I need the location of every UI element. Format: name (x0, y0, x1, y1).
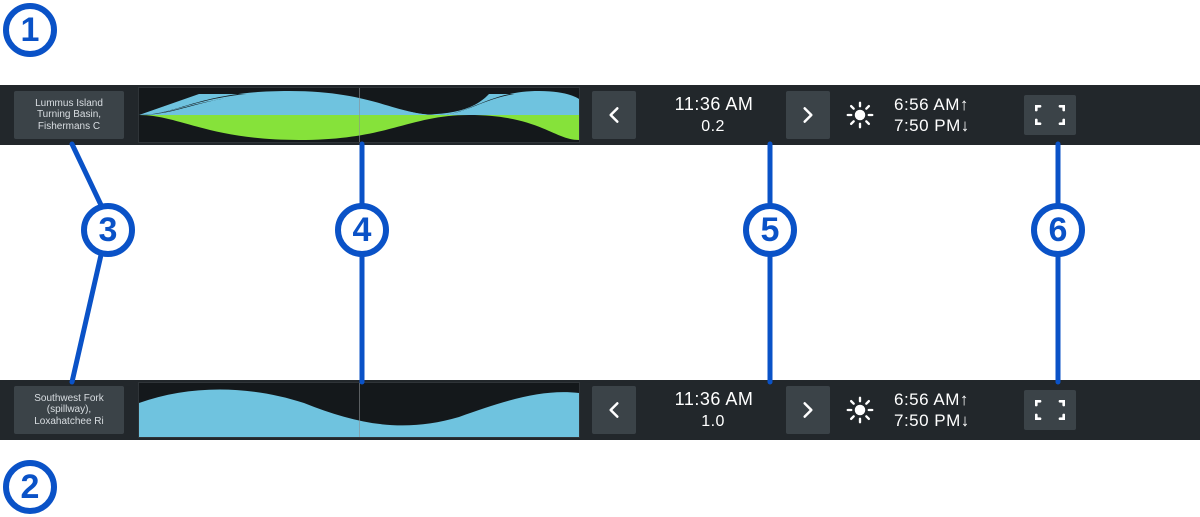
fullscreen-icon (1035, 105, 1065, 125)
callout-label: 6 (1049, 213, 1068, 247)
chart-divider (359, 383, 360, 437)
station-label: Southwest Fork (spillway), Loxahatchee R… (34, 393, 104, 428)
chart-divider (359, 88, 360, 142)
tide-bar-2: Southwest Fork (spillway), Loxahatchee R… (0, 380, 1200, 440)
chevron-right-icon (798, 101, 818, 129)
sunset-time: 7:50 PM↓ (894, 115, 1004, 136)
tide-chart-1[interactable] (138, 87, 580, 143)
next-button-1[interactable] (786, 91, 830, 139)
fullscreen-button-1[interactable] (1024, 95, 1076, 135)
callout-3: 3 (81, 203, 135, 257)
next-button-2[interactable] (786, 386, 830, 434)
callout-label: 5 (761, 213, 780, 247)
callout-1: 1 (3, 3, 57, 57)
sun-times-1: 6:56 AM↑ 7:50 PM↓ (894, 94, 1004, 137)
chevron-left-icon (604, 396, 624, 424)
callout-label: 3 (99, 213, 118, 247)
callout-6: 6 (1031, 203, 1085, 257)
fullscreen-icon (1035, 400, 1065, 420)
prev-button-1[interactable] (592, 91, 636, 139)
sun-icon (846, 101, 874, 129)
callout-5: 5 (743, 203, 797, 257)
prev-button-2[interactable] (592, 386, 636, 434)
tide-time: 11:36 AM (675, 93, 754, 116)
callout-4: 4 (335, 203, 389, 257)
chevron-right-icon (798, 396, 818, 424)
tide-value: 0.2 (701, 117, 727, 137)
tide-chart-2[interactable] (138, 382, 580, 438)
tide-bar-1: Lummus Island Turning Basin, Fishermans … (0, 85, 1200, 145)
tide-info-1: 11:36 AM 0.2 (654, 93, 774, 138)
callout-label: 1 (21, 13, 40, 47)
fullscreen-button-2[interactable] (1024, 390, 1076, 430)
callout-2: 2 (3, 460, 57, 514)
station-chip-1[interactable]: Lummus Island Turning Basin, Fishermans … (14, 91, 124, 139)
tide-time: 11:36 AM (675, 388, 754, 411)
station-chip-2[interactable]: Southwest Fork (spillway), Loxahatchee R… (14, 386, 124, 434)
tide-value: 1.0 (701, 412, 727, 432)
callout-label: 2 (21, 470, 40, 504)
sunrise-time: 6:56 AM↑ (894, 389, 1004, 410)
tide-info-2: 11:36 AM 1.0 (654, 388, 774, 433)
sunset-time: 7:50 PM↓ (894, 410, 1004, 431)
callout-label: 4 (353, 213, 372, 247)
sunrise-time: 6:56 AM↑ (894, 94, 1004, 115)
chevron-left-icon (604, 101, 624, 129)
station-label: Lummus Island Turning Basin, Fishermans … (35, 98, 103, 133)
sun-times-2: 6:56 AM↑ 7:50 PM↓ (894, 389, 1004, 432)
sun-icon (846, 396, 874, 424)
